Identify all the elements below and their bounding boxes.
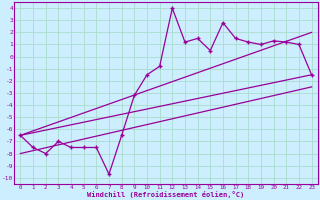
- X-axis label: Windchill (Refroidissement éolien,°C): Windchill (Refroidissement éolien,°C): [87, 191, 244, 198]
